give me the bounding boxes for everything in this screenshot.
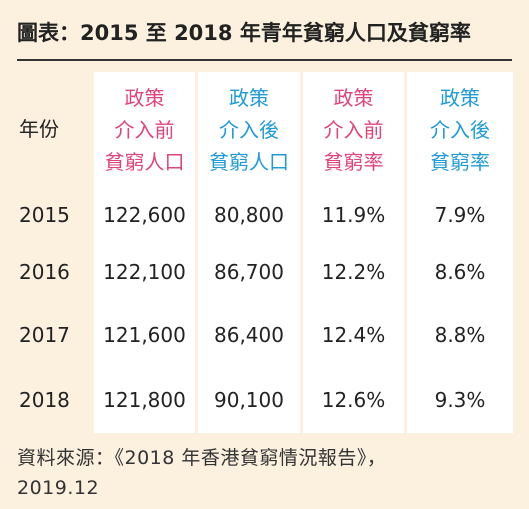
table-cell: 12.4% <box>321 323 386 347</box>
table-cell: 8.8% <box>434 323 486 347</box>
column-background-3 <box>303 72 404 433</box>
figure-title: 圖表：2015 至 2018 年青年貧窮人口及貧窮率 <box>17 21 471 45</box>
header-line: 介入前 <box>114 118 175 142</box>
table-cell: 7.9% <box>434 203 486 227</box>
column-background-1 <box>94 72 195 433</box>
header-pre-intervention-rate: 政策 介入前 貧窮率 <box>303 82 404 178</box>
table-cell: 8.6% <box>434 260 486 284</box>
row-year: 2017 <box>19 323 70 347</box>
table-cell: 86,400 <box>214 323 284 347</box>
table-cell: 122,100 <box>103 260 186 284</box>
table-cell: 80,800 <box>214 203 284 227</box>
table-cell: 121,600 <box>103 323 186 347</box>
poverty-table: 年份 政策 介入前 貧窮人口 政策 介入後 貧窮人口 政策 介入前 貧窮率 政策… <box>0 72 529 433</box>
table-cell: 12.6% <box>321 388 386 412</box>
column-background-4 <box>407 72 513 433</box>
header-line: 政策 <box>440 86 480 110</box>
source-note: 資料來源：《2018 年香港貧窮情況報告》， 2019.12 <box>17 443 517 503</box>
table-cell: 86,700 <box>214 260 284 284</box>
table-cell: 9.3% <box>434 388 486 412</box>
row-year: 2018 <box>19 388 70 412</box>
table-cell: 90,100 <box>214 388 284 412</box>
row-year: 2015 <box>19 203 70 227</box>
header-line: 介入前 <box>323 118 384 142</box>
header-line: 介入後 <box>430 118 490 142</box>
header-line: 政策 <box>333 86 374 110</box>
title-bar: 圖表：2015 至 2018 年青年貧窮人口及貧窮率 <box>17 8 512 61</box>
header-line: 貧窮率 <box>323 150 384 174</box>
column-background-2 <box>198 72 300 433</box>
header-line: 介入後 <box>219 118 279 142</box>
table-cell: 11.9% <box>321 203 386 227</box>
header-line: 貧窮人口 <box>209 150 289 174</box>
header-line: 政策 <box>124 86 165 110</box>
header-line: 貧窮人口 <box>104 150 185 174</box>
row-year: 2016 <box>19 260 70 284</box>
source-line: 2019.12 <box>17 477 100 499</box>
header-post-intervention-population: 政策 介入後 貧窮人口 <box>198 82 300 178</box>
year-column-header: 年份 <box>19 117 59 141</box>
table-cell: 12.2% <box>321 260 386 284</box>
table-cell: 122,600 <box>103 203 186 227</box>
table-cell: 121,800 <box>103 388 186 412</box>
source-line: 資料來源：《2018 年香港貧窮情況報告》， <box>17 447 387 469</box>
header-pre-intervention-population: 政策 介入前 貧窮人口 <box>94 82 195 178</box>
header-line: 貧窮率 <box>430 150 490 174</box>
header-post-intervention-rate: 政策 介入後 貧窮率 <box>407 82 513 178</box>
header-line: 政策 <box>229 86 269 110</box>
